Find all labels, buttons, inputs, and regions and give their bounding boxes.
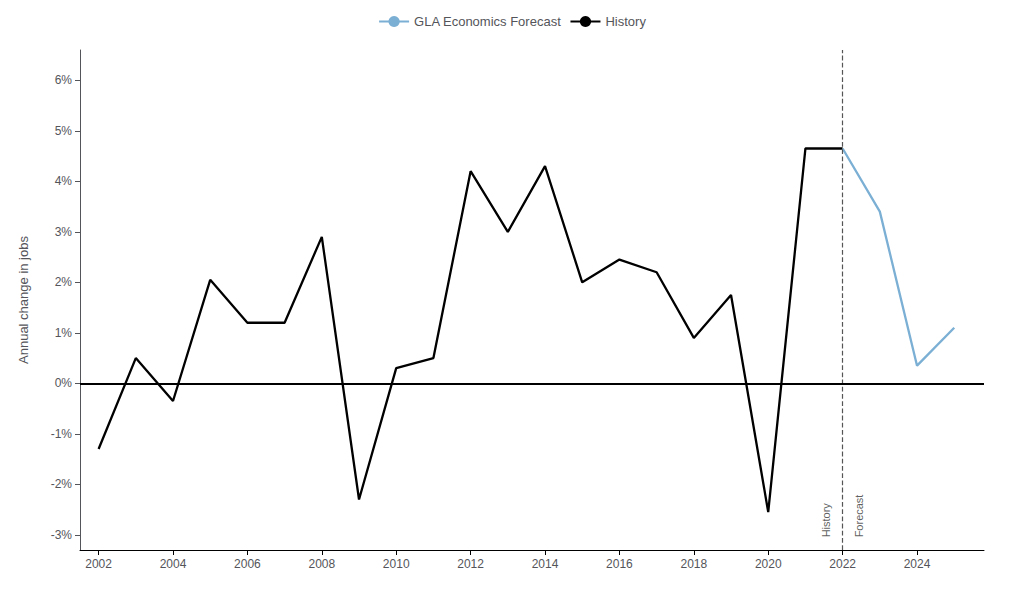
svg-text:History: History [605,14,646,29]
svg-text:5%: 5% [55,124,73,138]
svg-text:2022: 2022 [829,557,856,571]
svg-text:2020: 2020 [755,557,782,571]
svg-text:2%: 2% [55,275,73,289]
svg-text:2014: 2014 [532,557,559,571]
svg-text:Forecast: Forecast [853,495,865,538]
svg-text:-1%: -1% [51,427,73,441]
svg-text:Annual change in jobs: Annual change in jobs [16,236,31,364]
svg-text:2018: 2018 [680,557,707,571]
svg-text:2008: 2008 [308,557,335,571]
svg-text:0%: 0% [55,376,73,390]
svg-text:History: History [820,503,832,538]
svg-text:-2%: -2% [51,477,73,491]
svg-text:2004: 2004 [160,557,187,571]
svg-text:2002: 2002 [85,557,112,571]
svg-text:-3%: -3% [51,528,73,542]
svg-text:2012: 2012 [457,557,484,571]
svg-text:6%: 6% [55,73,73,87]
svg-text:4%: 4% [55,174,73,188]
svg-text:3%: 3% [55,225,73,239]
svg-text:2006: 2006 [234,557,261,571]
svg-text:1%: 1% [55,326,73,340]
svg-text:2010: 2010 [383,557,410,571]
svg-text:GLA Economics Forecast: GLA Economics Forecast [414,14,561,29]
svg-text:2016: 2016 [606,557,633,571]
svg-text:2024: 2024 [904,557,931,571]
